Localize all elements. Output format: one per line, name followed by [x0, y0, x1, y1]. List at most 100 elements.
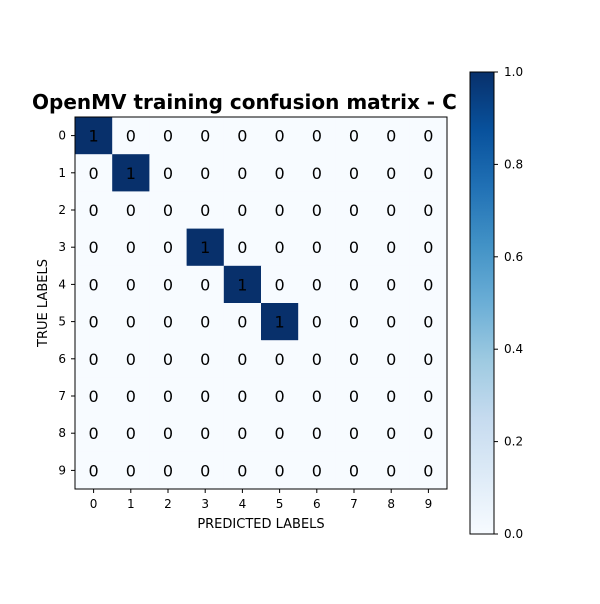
cell-value-2-4: 0	[237, 201, 247, 220]
x-tick-label-5: 5	[276, 497, 284, 511]
heatmap-cell-1-5	[261, 154, 299, 192]
plot-area-frame	[74, 116, 448, 490]
cell-value-6-6: 0	[312, 350, 322, 369]
cell-value-9-7: 0	[349, 461, 359, 480]
cell-value-6-0: 0	[89, 350, 99, 369]
heatmap-cell-0-8	[372, 117, 411, 155]
heatmap-cell-9-9	[409, 451, 448, 490]
colorbar-tick-label-5: 1.0	[504, 65, 523, 79]
cell-value-1-9: 0	[423, 164, 433, 183]
cell-value-5-4: 0	[237, 313, 247, 332]
heatmap-cell-7-6	[298, 377, 336, 415]
heatmap-cell-9-0	[75, 451, 113, 490]
heatmap-cell-0-1	[112, 117, 150, 155]
cell-value-0-8: 0	[386, 127, 396, 146]
heatmap-cell-6-1	[112, 340, 150, 378]
cell-value-8-0: 0	[89, 424, 99, 443]
cell-value-9-0: 0	[89, 461, 99, 480]
y-tick-label-9: 9	[58, 463, 66, 477]
cell-value-7-7: 0	[349, 387, 359, 406]
heatmap-cell-1-1	[112, 154, 150, 192]
cell-value-1-1: 1	[126, 164, 136, 183]
cell-value-0-3: 0	[200, 127, 210, 146]
colorbar	[469, 71, 495, 535]
heatmap-cell-5-6	[298, 303, 336, 341]
heatmap-cell-6-6	[298, 340, 336, 378]
heatmap-cell-5-8	[372, 303, 411, 341]
heatmap-cell-4-7	[335, 265, 373, 304]
x-tick-label-8: 8	[387, 497, 395, 511]
heatmap-cell-3-2	[149, 228, 187, 267]
cell-value-9-8: 0	[386, 461, 396, 480]
cell-value-7-2: 0	[163, 387, 173, 406]
y-tick-label-1: 1	[58, 166, 66, 180]
heatmap-cell-5-1	[112, 303, 150, 341]
heatmap-cell-3-4	[223, 228, 262, 267]
cell-value-4-9: 0	[423, 275, 433, 294]
cell-value-7-5: 0	[275, 387, 285, 406]
heatmap-cell-9-3	[186, 451, 225, 490]
cell-value-1-2: 0	[163, 164, 173, 183]
cell-value-3-1: 0	[126, 238, 136, 257]
heatmap-cell-2-8	[372, 191, 411, 229]
heatmap-cell-0-3	[186, 117, 225, 155]
cell-value-9-6: 0	[312, 461, 322, 480]
heatmap-cells	[75, 117, 448, 490]
heatmap-cell-6-9	[409, 340, 448, 378]
heatmap-cell-6-8	[372, 340, 411, 378]
cell-value-0-2: 0	[163, 127, 173, 146]
cell-value-0-9: 0	[423, 127, 433, 146]
heatmap-cell-7-5	[261, 377, 299, 415]
heatmap-cell-3-1	[112, 228, 150, 267]
cell-value-4-6: 0	[312, 275, 322, 294]
cell-value-3-2: 0	[163, 238, 173, 257]
cell-value-2-7: 0	[349, 201, 359, 220]
chart-title: OpenMV training confusion matrix - C	[32, 90, 457, 114]
cell-value-6-3: 0	[200, 350, 210, 369]
heatmap-cell-5-7	[335, 303, 373, 341]
y-tick-label-6: 6	[58, 352, 66, 366]
heatmap-cell-0-2	[149, 117, 187, 155]
heatmap-cell-7-3	[186, 377, 225, 415]
heatmap-cell-3-5	[261, 228, 299, 267]
cell-value-1-3: 0	[200, 164, 210, 183]
heatmap-cell-5-5	[261, 303, 299, 341]
heatmap-cell-6-4	[223, 340, 262, 378]
heatmap-cell-4-5	[261, 265, 299, 304]
x-tick-label-1: 1	[127, 497, 135, 511]
title-clip: OpenMV training confusion matrix - C	[0, 86, 470, 120]
cell-value-2-2: 0	[163, 201, 173, 220]
cell-value-7-4: 0	[237, 387, 247, 406]
heatmap-cell-7-1	[112, 377, 150, 415]
cell-value-7-6: 0	[312, 387, 322, 406]
heatmap-cell-4-4	[223, 265, 262, 304]
heatmap-cell-2-2	[149, 191, 187, 229]
heatmap-cell-2-1	[112, 191, 150, 229]
heatmap-cell-8-5	[261, 414, 299, 453]
heatmap-cell-1-4	[223, 154, 262, 192]
heatmap-cell-9-2	[149, 451, 187, 490]
cell-value-8-4: 0	[237, 424, 247, 443]
heatmap-cell-7-0	[75, 377, 113, 415]
heatmap-cell-2-0	[75, 191, 113, 229]
heatmap-cell-3-7	[335, 228, 373, 267]
heatmap-cell-6-3	[186, 340, 225, 378]
cell-value-0-7: 0	[349, 127, 359, 146]
heatmap-cell-8-1	[112, 414, 150, 453]
cell-value-7-8: 0	[386, 387, 396, 406]
y-tick-label-3: 3	[58, 240, 66, 254]
heatmap-cell-3-9	[409, 228, 448, 267]
heatmap-cell-1-6	[298, 154, 336, 192]
heatmap-cell-9-8	[372, 451, 411, 490]
y-tick-label-0: 0	[58, 129, 66, 143]
heatmap-cell-2-5	[261, 191, 299, 229]
heatmap-cell-9-6	[298, 451, 336, 490]
cell-value-3-8: 0	[386, 238, 396, 257]
heatmap-cell-7-2	[149, 377, 187, 415]
heatmap-cell-1-7	[335, 154, 373, 192]
cell-value-5-8: 0	[386, 313, 396, 332]
cell-value-2-0: 0	[89, 201, 99, 220]
x-tick-label-6: 6	[313, 497, 321, 511]
cell-value-9-3: 0	[200, 461, 210, 480]
